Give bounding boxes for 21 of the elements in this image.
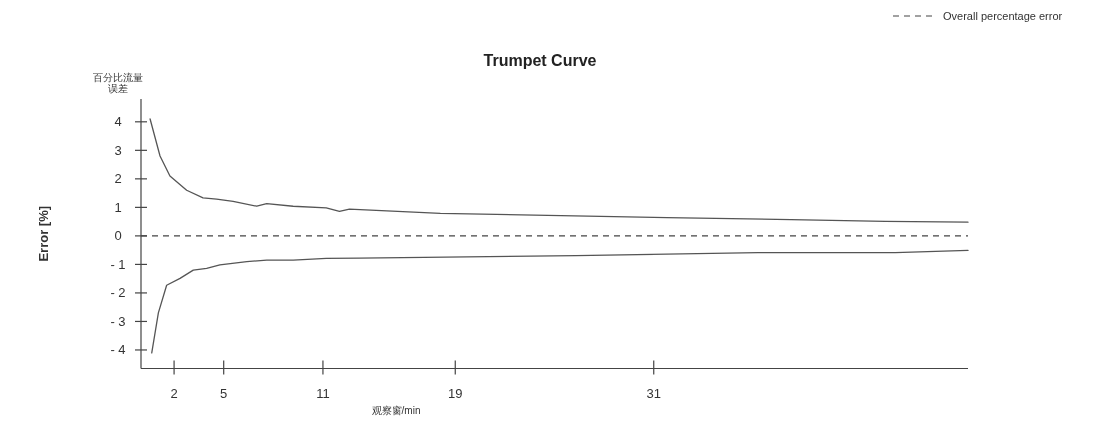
y-tick-label: 1: [114, 199, 122, 215]
legend-label: Overall percentage error: [943, 10, 1063, 22]
chart-title: Trumpet Curve: [483, 52, 597, 69]
text: 百分比流量误差: [92, 72, 144, 94]
x-axis-title: 观察窗/min: [371, 405, 421, 416]
y-tick-label: - 2: [110, 285, 126, 301]
x-tick-label: 19: [448, 386, 463, 401]
line-series: [149, 118, 969, 223]
line-series: [151, 249, 969, 354]
y-tick-label: 0: [114, 228, 122, 244]
x-tick-label: 5: [220, 386, 228, 401]
y-tick-label: - 4: [110, 342, 126, 358]
x-tick-label: 2: [170, 386, 178, 401]
y-tick-label: - 1: [110, 256, 126, 272]
x-tick-label: 31: [646, 386, 661, 401]
y-tick-label: 2: [114, 171, 122, 187]
y-tick-label: 3: [114, 142, 122, 158]
y-tick-label: 4: [114, 114, 122, 130]
x-tick-label: 11: [316, 386, 330, 401]
y-tick-label: - 3: [110, 313, 126, 329]
y-axis-title: Error [%]: [36, 205, 51, 262]
